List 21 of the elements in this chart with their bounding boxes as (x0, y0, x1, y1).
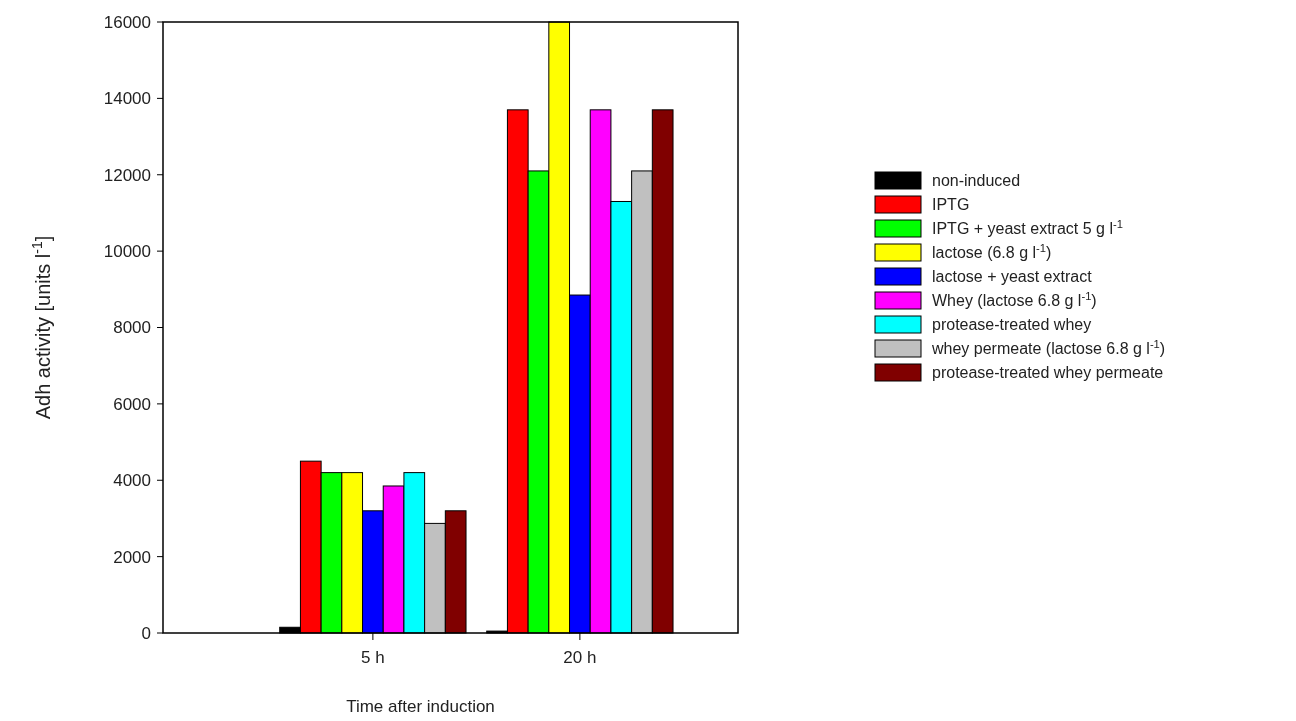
y-tick-label: 4000 (113, 471, 151, 491)
y-tick-label: 10000 (103, 242, 151, 262)
legend-label: protease-treated whey (932, 315, 1092, 333)
y-tick-label: 2000 (113, 547, 151, 567)
legend-label: non-induced (932, 171, 1021, 189)
y-tick-label: 12000 (103, 165, 151, 185)
x-tick-label: 20 h (563, 648, 597, 667)
legend-label: lactose + yeast extract (932, 267, 1093, 285)
y-tick-label: 14000 (103, 89, 151, 109)
y-tick-label: 6000 (113, 394, 151, 414)
legend-label: lactose (6.8 g l$^{-1}$) (932, 241, 1052, 261)
y-tick-label: 0 (141, 623, 151, 643)
y-tick-label: 8000 (113, 318, 151, 338)
x-tick-label: 5 h (361, 648, 385, 667)
legend-label: Whey (lactose 6.8 g l$^{-1}$) (932, 289, 1097, 309)
y-tick-label: 16000 (103, 12, 151, 32)
legend-label: IPTG (932, 195, 970, 213)
x-axis-title: Time after induction (346, 697, 495, 716)
legend-label: protease-treated whey permeate (932, 363, 1164, 381)
legend-label: whey permeate (lactose 6.8 g l$^{-1}$) (931, 337, 1166, 357)
legend-label: IPTG + yeast extract 5 g l$^{-1}$ (932, 217, 1123, 237)
